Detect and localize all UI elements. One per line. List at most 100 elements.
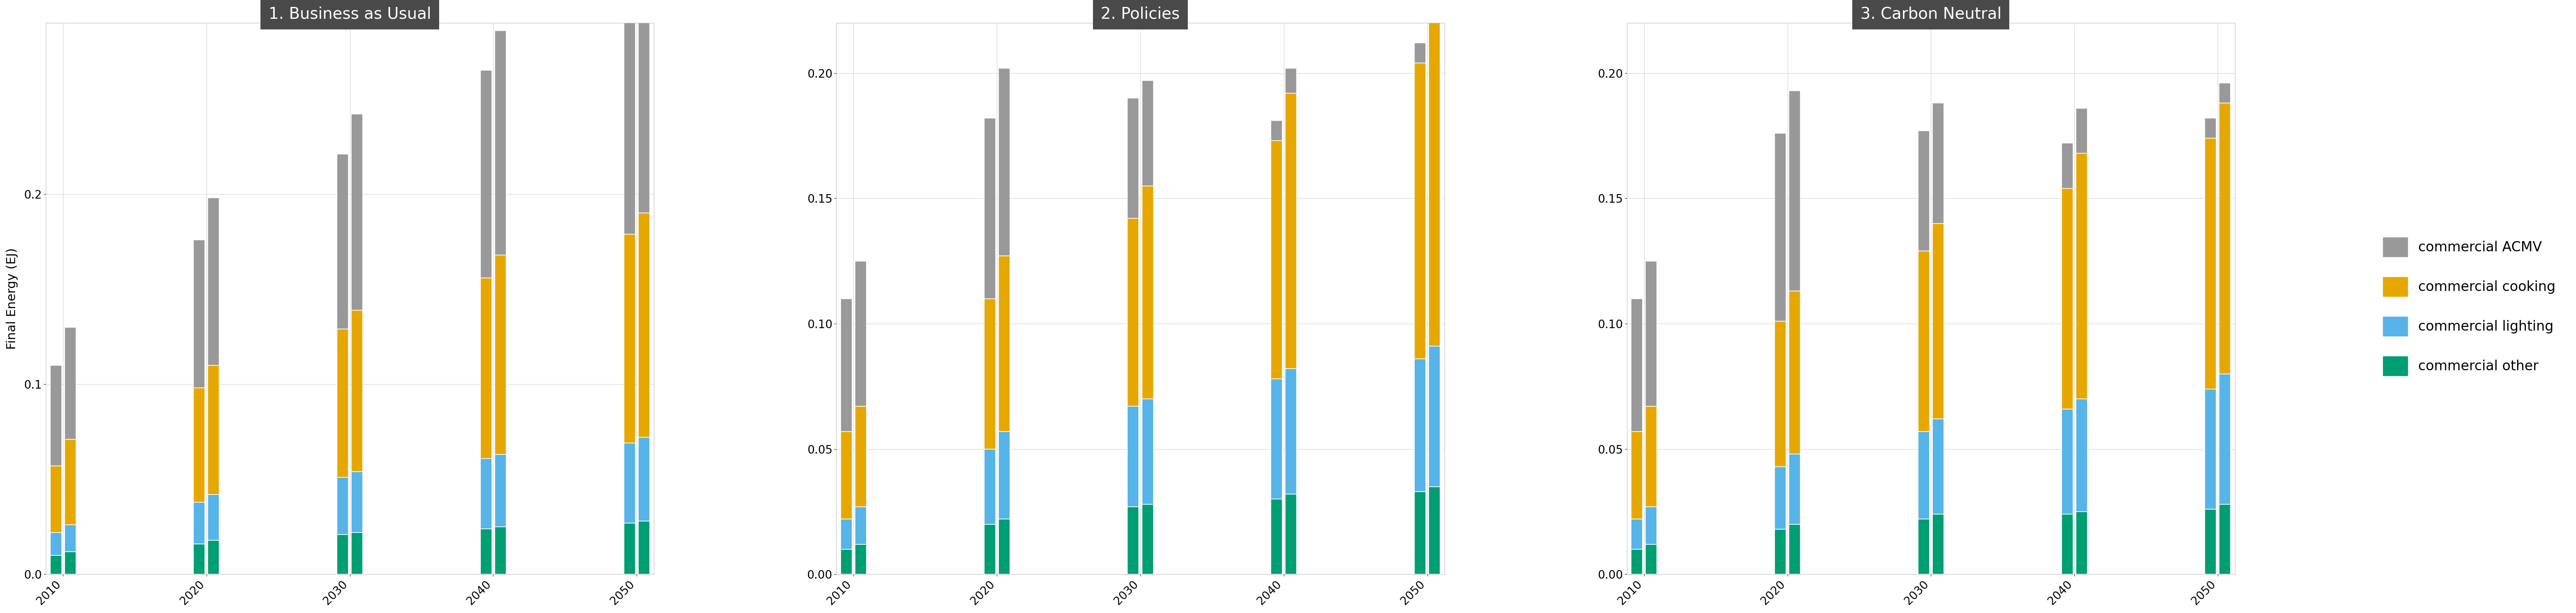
Bar — [639, 213, 649, 438]
Bar — [1646, 507, 1656, 544]
Bar — [49, 365, 62, 466]
Bar — [2205, 138, 2215, 389]
Bar — [2205, 509, 2215, 574]
Bar — [855, 261, 866, 406]
Bar — [1141, 399, 1154, 504]
Bar — [1270, 499, 1283, 574]
Bar — [623, 523, 636, 574]
Bar — [840, 299, 853, 432]
Bar — [1788, 91, 1801, 291]
Title: 2. Policies: 2. Policies — [1100, 6, 1180, 21]
Bar — [49, 555, 62, 574]
Bar — [840, 549, 853, 574]
Y-axis label: Final Energy (EJ): Final Energy (EJ) — [5, 248, 18, 349]
Bar — [855, 544, 866, 574]
Bar — [479, 278, 492, 459]
Bar — [49, 466, 62, 533]
Bar — [1128, 98, 1139, 218]
Bar — [1631, 299, 1643, 432]
Bar — [1932, 223, 1945, 419]
Bar — [1631, 432, 1643, 519]
Title: 3. Carbon Neutral: 3. Carbon Neutral — [1860, 6, 2002, 21]
Bar — [337, 329, 348, 478]
Bar — [840, 519, 853, 549]
Bar — [984, 449, 994, 524]
Bar — [623, 443, 636, 523]
Bar — [1775, 321, 1785, 466]
Bar — [1775, 466, 1785, 529]
Bar — [209, 540, 219, 574]
Bar — [1285, 68, 1296, 93]
Bar — [1414, 492, 1425, 574]
Bar — [1646, 544, 1656, 574]
Bar — [999, 432, 1010, 519]
Bar — [639, 0, 649, 213]
Bar — [2061, 409, 2074, 514]
Bar — [639, 521, 649, 574]
Bar — [2218, 504, 2231, 574]
Bar — [1919, 131, 1929, 251]
Bar — [1631, 549, 1643, 574]
Bar — [1270, 141, 1283, 379]
Bar — [337, 478, 348, 535]
Bar — [1128, 218, 1139, 406]
Bar — [2205, 118, 2215, 138]
Bar — [64, 327, 75, 440]
Bar — [1414, 359, 1425, 492]
Bar — [2076, 153, 2087, 399]
Bar — [1919, 251, 1929, 432]
Bar — [479, 528, 492, 574]
Bar — [1430, 487, 1440, 574]
Bar — [1285, 93, 1296, 369]
Bar — [1270, 121, 1283, 141]
Bar — [2218, 103, 2231, 374]
Bar — [2061, 514, 2074, 574]
Bar — [2061, 143, 2074, 188]
Bar — [1430, 1, 1440, 20]
Bar — [639, 438, 649, 521]
Bar — [1430, 346, 1440, 487]
Bar — [337, 154, 348, 329]
Bar — [840, 432, 853, 519]
Bar — [49, 533, 62, 555]
Bar — [350, 114, 363, 310]
Bar — [1932, 514, 1945, 574]
Bar — [479, 459, 492, 528]
Bar — [209, 365, 219, 495]
Bar — [495, 255, 505, 454]
Bar — [2218, 374, 2231, 504]
Bar — [1285, 494, 1296, 574]
Bar — [1128, 406, 1139, 507]
Bar — [1919, 432, 1929, 519]
Bar — [1414, 43, 1425, 63]
Bar — [64, 525, 75, 552]
Bar — [623, 234, 636, 443]
Bar — [1932, 419, 1945, 514]
Bar — [1128, 507, 1139, 574]
Bar — [350, 533, 363, 574]
Title: 1. Business as Usual: 1. Business as Usual — [268, 6, 430, 21]
Bar — [209, 495, 219, 540]
Bar — [999, 519, 1010, 574]
Bar — [623, 6, 636, 234]
Bar — [479, 70, 492, 278]
Bar — [855, 507, 866, 544]
Bar — [1646, 261, 1656, 406]
Bar — [1141, 80, 1154, 186]
Bar — [1919, 519, 1929, 574]
Bar — [2218, 83, 2231, 103]
Bar — [1430, 20, 1440, 346]
Bar — [1788, 291, 1801, 454]
Bar — [984, 524, 994, 574]
Bar — [1141, 504, 1154, 574]
Bar — [1775, 133, 1785, 321]
Bar — [64, 552, 75, 574]
Bar — [193, 388, 206, 502]
Bar — [1788, 524, 1801, 574]
Legend: commercial ACMV, commercial cooking, commercial lighting, commercial other: commercial ACMV, commercial cooking, com… — [2370, 224, 2568, 389]
Bar — [2076, 399, 2087, 512]
Bar — [999, 256, 1010, 432]
Bar — [193, 544, 206, 574]
Bar — [1141, 186, 1154, 399]
Bar — [64, 440, 75, 525]
